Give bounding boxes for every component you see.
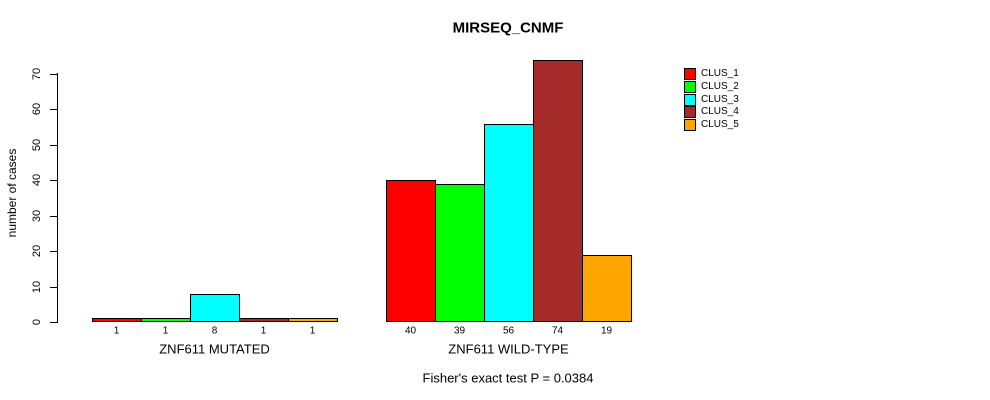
y-tick-mark xyxy=(50,73,57,75)
legend-item: CLUS_5 xyxy=(684,119,739,131)
legend-item: CLUS_1 xyxy=(684,68,739,80)
y-tick-mark xyxy=(50,144,57,146)
legend-label: CLUS_4 xyxy=(701,106,739,118)
legend-item: CLUS_4 xyxy=(684,106,739,119)
bar-clus_3 xyxy=(190,294,240,322)
legend-swatch-icon xyxy=(684,106,696,119)
bar-value-label: 56 xyxy=(502,325,515,337)
legend-label: CLUS_5 xyxy=(701,119,739,130)
y-tick-label: 50 xyxy=(31,138,43,151)
y-tick-label: 10 xyxy=(31,280,43,293)
y-tick-label: 20 xyxy=(31,245,43,258)
legend-label: CLUS_3 xyxy=(701,93,739,105)
y-tick-mark xyxy=(50,215,57,217)
bar-clus_5 xyxy=(582,255,632,322)
y-tick-mark xyxy=(50,109,57,111)
y-tick-label: 60 xyxy=(31,103,43,116)
bar-clus_3 xyxy=(484,124,534,322)
bar-clus_2 xyxy=(141,318,191,322)
y-tick-label: 40 xyxy=(31,174,43,187)
legend-swatch-icon xyxy=(684,93,696,106)
bar-value-label: 1 xyxy=(113,325,120,337)
y-tick-label: 70 xyxy=(31,67,43,81)
bar-value-label: 8 xyxy=(211,325,218,337)
bar-value-label: 39 xyxy=(453,325,466,337)
bar-clus_1 xyxy=(386,180,436,322)
y-tick-mark xyxy=(50,251,57,253)
y-tick-mark xyxy=(50,322,57,323)
chart-title: MIRSEQ_CNMF xyxy=(452,19,564,37)
legend-swatch-icon xyxy=(684,119,696,131)
legend-item: CLUS_2 xyxy=(684,80,739,93)
y-axis-line xyxy=(57,73,58,323)
bar-clus_4 xyxy=(533,60,583,322)
y-tick-mark xyxy=(50,180,57,182)
bar-value-label: 74 xyxy=(551,325,564,337)
y-tick-mark xyxy=(50,286,57,288)
group-label: ZNF611 WILD-TYPE xyxy=(448,341,569,357)
bar-clus_2 xyxy=(435,184,485,322)
bar-value-label: 19 xyxy=(600,325,613,337)
legend-swatch-icon xyxy=(684,80,696,93)
bar-clus_5 xyxy=(288,318,338,322)
y-axis-label: number of cases xyxy=(5,148,19,238)
group-label: ZNF611 MUTATED xyxy=(159,341,270,357)
bar-value-label: 1 xyxy=(162,325,169,337)
bar-value-label: 1 xyxy=(260,325,267,337)
legend-label: CLUS_1 xyxy=(701,68,739,79)
legend-swatch-icon xyxy=(684,68,696,80)
legend-label: CLUS_2 xyxy=(701,80,739,92)
y-tick-label: 0 xyxy=(31,318,43,326)
bar-value-label: 1 xyxy=(309,325,316,337)
bar-value-label: 40 xyxy=(404,325,417,337)
bar-clus_1 xyxy=(92,318,142,322)
bar-clus_4 xyxy=(239,318,289,322)
legend-item: CLUS_3 xyxy=(684,93,739,106)
fisher-test-annotation: Fisher's exact test P = 0.0384 xyxy=(422,370,594,386)
y-tick-label: 30 xyxy=(31,209,43,222)
